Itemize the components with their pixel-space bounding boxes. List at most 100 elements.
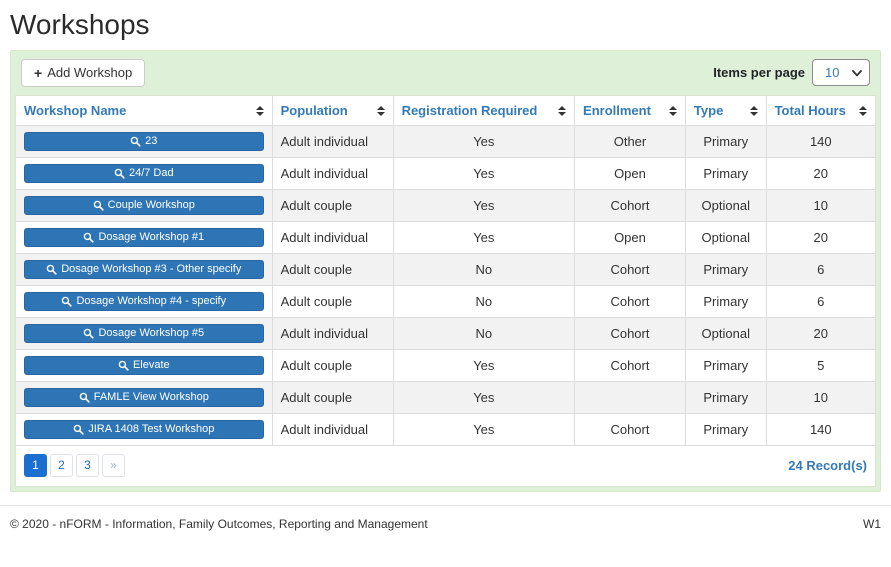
workshop-link-button[interactable]: Elevate — [24, 355, 264, 375]
column-label: Workshop Name — [24, 102, 127, 118]
add-workshop-button[interactable]: + Add Workshop — [21, 59, 146, 87]
column-header-registration[interactable]: Registration Required — [392, 95, 576, 126]
workshop-name-cell: 23 — [16, 124, 273, 158]
table-row: 24/7 Dad Adult individual Yes Open Primary 20 — [16, 156, 875, 190]
sort-icon[interactable] — [749, 103, 758, 116]
population-cell: Adult individual — [271, 220, 394, 254]
footer-copyright: © 2020 - nFORM - Information, Family Out… — [10, 516, 428, 531]
type-cell: Primary — [684, 156, 767, 190]
workshops-panel: + Add Workshop Items per page 10 Worksho… — [10, 50, 881, 492]
population-cell: Adult couple — [271, 284, 394, 318]
enrollment-cell: Open — [574, 156, 686, 190]
table-row: JIRA 1408 Test Workshop Adult individual Y… — [16, 412, 875, 446]
pagination: 1 2 3» — [24, 453, 125, 477]
footer-version: W1 — [863, 516, 881, 531]
population-cell: Adult individual — [271, 156, 394, 190]
hours-cell: 20 — [765, 316, 875, 350]
type-cell: Optional — [684, 220, 767, 254]
population-cell: Adult couple — [271, 252, 394, 286]
workshop-link-button[interactable]: Couple Workshop — [24, 195, 264, 215]
type-cell: Primary — [684, 412, 767, 446]
toolbar: + Add Workshop Items per page 10 — [15, 55, 876, 95]
search-icon — [62, 296, 73, 307]
enrollment-cell: Cohort — [574, 348, 686, 382]
type-cell: Primary — [684, 284, 767, 318]
enrollment-cell — [574, 380, 686, 414]
type-cell: Primary — [684, 348, 767, 382]
column-label: Registration Required — [401, 102, 538, 118]
column-header-name[interactable]: Workshop Name — [16, 95, 273, 126]
workshop-name-cell: FAMLE View Workshop — [16, 380, 273, 414]
table-footer: 1 2 3» 24 Record(s) — [16, 446, 875, 486]
workshop-link-button[interactable]: Dosage Workshop #4 - specify — [24, 291, 264, 311]
workshop-name-label: 24/7 Dad — [128, 166, 174, 179]
search-icon — [118, 360, 129, 371]
workshop-name-label: Dosage Workshop #4 - specify — [76, 294, 227, 307]
table-row: Dosage Workshop #4 - specify Adult couple… — [16, 284, 875, 318]
registration-cell: Yes — [392, 380, 576, 414]
sort-icon[interactable] — [376, 103, 385, 116]
workshop-name-label: Elevate — [132, 358, 170, 371]
population-cell: Adult individual — [271, 412, 394, 446]
workshop-name-label: Dosage Workshop #3 - Other specify — [61, 262, 242, 275]
page-button-next[interactable]: » — [102, 453, 125, 477]
workshop-name-cell: Couple Workshop — [16, 188, 273, 222]
workshop-link-button[interactable]: Dosage Workshop #5 — [24, 323, 264, 343]
column-label: Population — [280, 102, 348, 118]
column-header-type[interactable]: Type — [684, 95, 767, 126]
workshop-name-label: Couple Workshop — [107, 198, 195, 211]
sort-icon[interactable] — [255, 103, 264, 116]
enrollment-cell: Cohort — [574, 252, 686, 286]
page-button-3[interactable]: 3 — [76, 453, 99, 477]
column-header-hours[interactable]: Total Hours — [765, 95, 875, 126]
items-per-page-label: Items per page — [713, 65, 805, 81]
workshop-name-cell: JIRA 1408 Test Workshop — [16, 412, 273, 446]
registration-cell: No — [392, 316, 576, 350]
column-label: Enrollment — [583, 102, 651, 118]
hours-cell: 5 — [765, 348, 875, 382]
sort-icon[interactable] — [859, 103, 867, 116]
search-icon — [46, 264, 57, 275]
hours-cell: 10 — [765, 188, 875, 222]
workshop-link-button[interactable]: Dosage Workshop #1 — [24, 227, 264, 247]
enrollment-cell: Cohort — [574, 188, 686, 222]
add-workshop-label: Add Workshop — [47, 65, 133, 80]
population-cell: Adult individual — [271, 124, 394, 158]
workshop-link-button[interactable]: 23 — [24, 131, 264, 151]
registration-cell: Yes — [392, 188, 576, 222]
chevron-down-icon — [852, 70, 862, 77]
page-button-2[interactable]: 2 — [50, 453, 73, 477]
population-cell: Adult couple — [271, 188, 394, 222]
table-row: Elevate Adult couple Yes Cohort Primary 5 — [16, 348, 875, 382]
enrollment-cell: Cohort — [574, 284, 686, 318]
sort-icon[interactable] — [558, 103, 567, 116]
workshop-link-button[interactable]: Dosage Workshop #3 - Other specify — [24, 259, 264, 279]
sort-icon[interactable] — [668, 103, 677, 116]
registration-cell: No — [392, 284, 576, 318]
footer-divider — [0, 504, 891, 506]
plus-icon: + — [34, 64, 43, 81]
hours-cell: 20 — [765, 220, 875, 254]
items-per-page-select[interactable]: 10 — [812, 59, 870, 87]
workshop-link-button[interactable]: FAMLE View Workshop — [24, 387, 264, 407]
search-icon — [84, 232, 95, 243]
table-row: Dosage Workshop #1 Adult individual Yes Ope… — [16, 220, 875, 254]
table-row: Dosage Workshop #3 - Other specify Adult … — [16, 252, 875, 286]
type-cell: Primary — [684, 124, 767, 158]
workshop-name-cell: Dosage Workshop #5 — [16, 316, 273, 350]
page-button-1[interactable]: 1 — [24, 453, 47, 477]
column-header-population[interactable]: Population — [271, 95, 394, 126]
workshop-name-label: JIRA 1408 Test Workshop — [88, 422, 215, 435]
workshop-link-button[interactable]: JIRA 1408 Test Workshop — [24, 419, 264, 439]
enrollment-cell: Open — [574, 220, 686, 254]
column-header-enrollment[interactable]: Enrollment — [574, 95, 686, 126]
workshop-link-button[interactable]: 24/7 Dad — [24, 163, 264, 183]
items-per-page: Items per page 10 — [713, 59, 870, 87]
workshops-table: Workshop Name Population Registration Requ… — [16, 95, 875, 446]
hours-cell: 20 — [765, 156, 875, 190]
population-cell: Adult couple — [271, 348, 394, 382]
workshop-name-cell: Dosage Workshop #3 - Other specify — [16, 252, 273, 286]
table-row: FAMLE View Workshop Adult couple Yes Primar… — [16, 380, 875, 414]
type-cell: Primary — [684, 252, 767, 286]
workshop-name-cell: Elevate — [16, 348, 273, 382]
